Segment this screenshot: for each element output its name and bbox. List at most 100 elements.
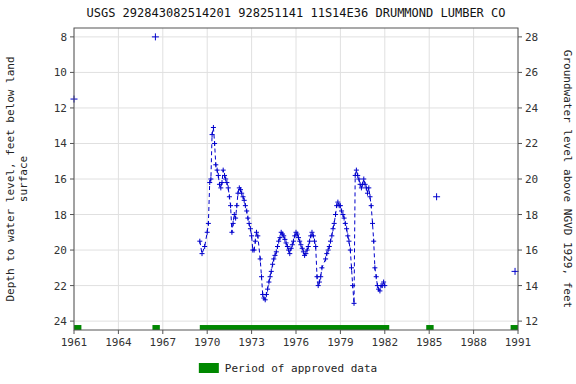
x-tick-label: 1967	[150, 336, 177, 349]
y2-tick-label: 26	[525, 66, 538, 79]
marker	[220, 180, 225, 185]
marker	[366, 185, 371, 190]
marker	[369, 203, 374, 208]
marker	[296, 235, 301, 240]
line	[200, 127, 385, 303]
marker	[345, 233, 350, 238]
x-tick-label: 1979	[327, 336, 354, 349]
marker	[305, 248, 310, 253]
marker	[313, 244, 318, 249]
y-axis-label: Depth to water level, feet below landsur…	[4, 56, 30, 301]
grid-line-y	[74, 250, 518, 251]
legend: Period of approved data	[199, 362, 377, 375]
y-tick	[70, 107, 74, 108]
marker	[287, 251, 292, 256]
y-axis-label-line: surface	[17, 156, 30, 202]
marker	[275, 244, 280, 249]
y-tick-label: 22	[54, 280, 67, 293]
x-tick	[207, 330, 208, 334]
marker	[338, 203, 343, 208]
marker	[243, 203, 248, 208]
marker	[332, 221, 337, 226]
marker	[433, 193, 440, 200]
y-tick	[70, 214, 74, 215]
grid-line-y	[74, 179, 518, 180]
x-tick-label: 1964	[105, 336, 132, 349]
marker	[228, 203, 233, 208]
approved-period	[511, 325, 518, 330]
legend-label: Period of approved data	[225, 362, 377, 375]
y-tick	[70, 285, 74, 286]
marker	[303, 251, 308, 256]
marker	[318, 274, 323, 279]
marker	[343, 221, 348, 226]
marker	[218, 185, 223, 190]
marker	[245, 216, 250, 221]
marker	[200, 251, 205, 256]
grid-line-y	[74, 72, 518, 73]
plot-background	[74, 28, 518, 330]
y-tick-label: 12	[54, 102, 67, 115]
y-tick-label: 16	[54, 173, 67, 186]
marker	[266, 280, 271, 285]
marker	[152, 33, 159, 40]
marker	[317, 280, 322, 285]
legend-swatch	[199, 363, 219, 373]
y2-tick-label: 12	[525, 315, 538, 328]
x-tick-label: 1970	[194, 336, 221, 349]
marker	[352, 301, 357, 306]
x-tick-label: 1961	[61, 336, 88, 349]
x-tick	[429, 330, 430, 334]
marker	[331, 226, 336, 231]
x-tick-label: 1985	[416, 336, 443, 349]
marker	[307, 239, 312, 244]
marker	[282, 237, 287, 242]
y-tick-label: 20	[54, 244, 67, 257]
marker	[258, 256, 263, 261]
x-tick	[118, 330, 119, 334]
marker	[211, 125, 216, 130]
marker	[208, 177, 213, 182]
marker	[356, 177, 361, 182]
approved-period	[74, 325, 81, 330]
marker	[344, 226, 349, 231]
marker	[382, 283, 387, 288]
y2-tick-label: 28	[525, 31, 538, 44]
approved-period	[426, 325, 433, 330]
grid-line-y	[74, 285, 518, 286]
grid-line-y	[74, 214, 518, 215]
y2-tick	[518, 143, 522, 144]
grid-line-y	[74, 143, 518, 144]
marker	[242, 198, 247, 203]
y2-tick-label: 16	[525, 244, 538, 257]
marker	[210, 132, 215, 137]
marker	[359, 185, 364, 190]
marker	[271, 256, 276, 261]
marker	[327, 244, 332, 249]
y2-tick	[518, 36, 522, 37]
marker	[291, 239, 296, 244]
x-tick-label: 1982	[372, 336, 399, 349]
marker	[329, 233, 334, 238]
marker	[259, 274, 264, 279]
marker	[361, 177, 366, 182]
marker	[354, 168, 359, 173]
marker	[247, 221, 252, 226]
marker	[215, 168, 220, 173]
x-tick-label: 1991	[505, 336, 532, 349]
marker	[372, 265, 377, 270]
chart: 1961196419671970197319761979198219851988…	[0, 0, 576, 384]
marker	[234, 203, 239, 208]
marker	[241, 194, 246, 199]
y2-tick-label: 18	[525, 209, 538, 222]
grid	[74, 28, 518, 330]
x-tick	[251, 330, 252, 334]
marker	[349, 265, 354, 270]
y2-tick	[518, 214, 522, 215]
marker	[328, 239, 333, 244]
y-tick-label: 18	[54, 209, 67, 222]
x-tick-label: 1988	[460, 336, 487, 349]
x-tick-label: 1976	[283, 336, 310, 349]
marker	[348, 248, 353, 253]
y2-tick	[518, 179, 522, 180]
